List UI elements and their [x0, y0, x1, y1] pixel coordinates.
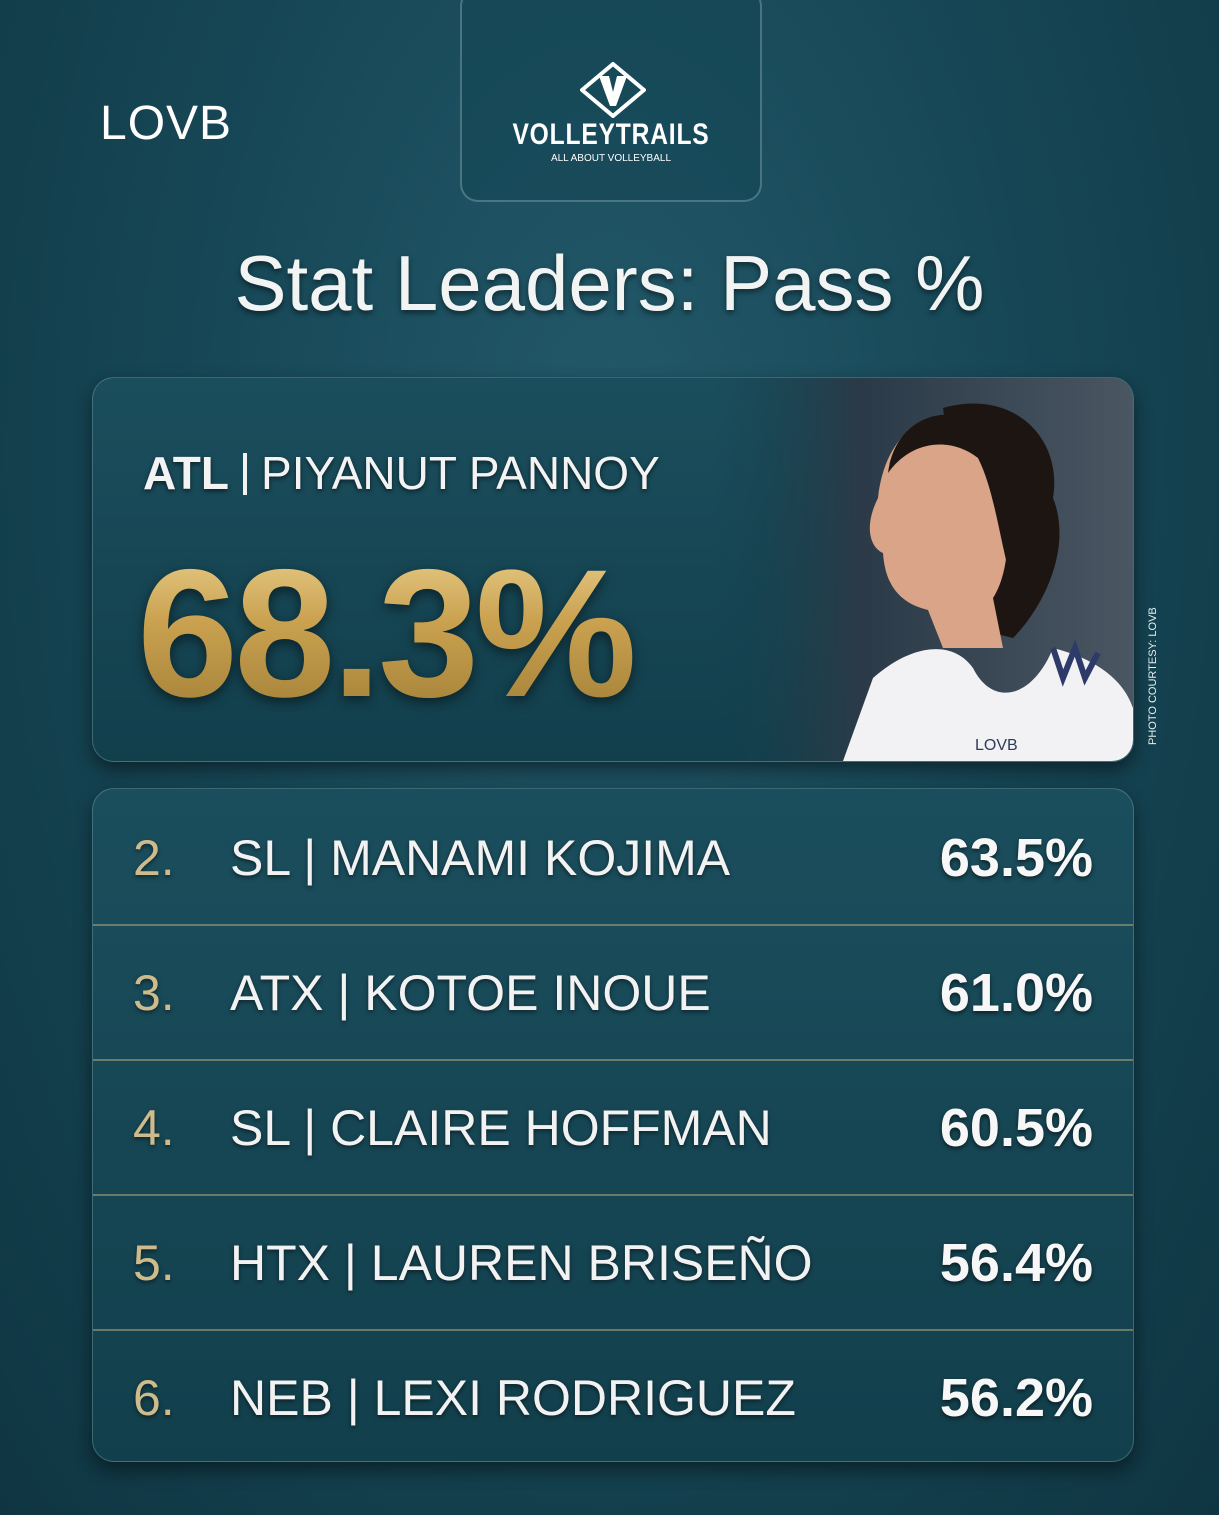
rank: 6.: [133, 1370, 175, 1426]
pass-percent: 56.4%: [939, 1233, 1093, 1293]
photo-credit: PHOTO COURTESY: LOVB: [1147, 607, 1159, 745]
row-divider: [93, 1059, 1133, 1061]
leader-name: PIYANUT PANNOY: [261, 447, 660, 499]
leaderboard: 2. SL | MANAMI KOJIMA 63.5% 3. ATX | KOTOE I…: [92, 788, 1134, 1462]
volleytrails-name: VOLLEYTRAILS: [512, 118, 710, 151]
player: NEB | LEXI RODRIGUEZ: [230, 1370, 796, 1426]
volleytrails-icon: [580, 62, 646, 118]
pass-percent: 60.5%: [939, 1098, 1093, 1158]
jersey-text: LOVB: [975, 737, 1018, 754]
leader-row: 3. ATX | KOTOE INOUE 61.0%: [93, 924, 1133, 1059]
row-divider: [93, 1329, 1133, 1331]
rank: 4.: [133, 1100, 175, 1156]
leader-team-name: ATL PIYANUT PANNOY: [143, 446, 660, 500]
player: HTX | LAUREN BRISEÑO: [230, 1235, 813, 1291]
leader-row: 6. NEB | LEXI RODRIGUEZ 56.2%: [93, 1329, 1133, 1461]
lovb-logo: LOVB: [100, 97, 233, 150]
rank: 5.: [133, 1235, 175, 1291]
pass-percent: 61.0%: [939, 963, 1093, 1023]
title: Stat Leaders: Pass %: [234, 239, 985, 327]
volleytrails-tagline: ALL ABOUT VOLLEYBALL: [550, 153, 672, 164]
separator: [243, 453, 248, 495]
leader-row: 2. SL | MANAMI KOJIMA 63.5%: [93, 789, 1133, 924]
rank: 2.: [133, 830, 175, 886]
leader-team: ATL: [143, 447, 230, 499]
leader-row: 4. SL | CLAIRE HOFFMAN 60.5%: [93, 1059, 1133, 1194]
leader-value: 68.3%: [137, 528, 637, 738]
player: SL | CLAIRE HOFFMAN: [230, 1100, 772, 1156]
player-photo: LOVB: [713, 378, 1133, 761]
leader-row: 5. HTX | LAUREN BRISEÑO 56.4%: [93, 1194, 1133, 1329]
player: ATX | KOTOE INOUE: [230, 965, 711, 1021]
row-divider: [93, 924, 1133, 926]
rank: 3.: [133, 965, 175, 1021]
row-divider: [93, 1194, 1133, 1196]
pass-percent: 56.2%: [939, 1368, 1093, 1428]
leader-card: LOVB ATL PIYANUT PANNOY 68.3%: [92, 377, 1134, 762]
pass-percent: 63.5%: [939, 828, 1093, 888]
player: SL | MANAMI KOJIMA: [230, 830, 731, 886]
